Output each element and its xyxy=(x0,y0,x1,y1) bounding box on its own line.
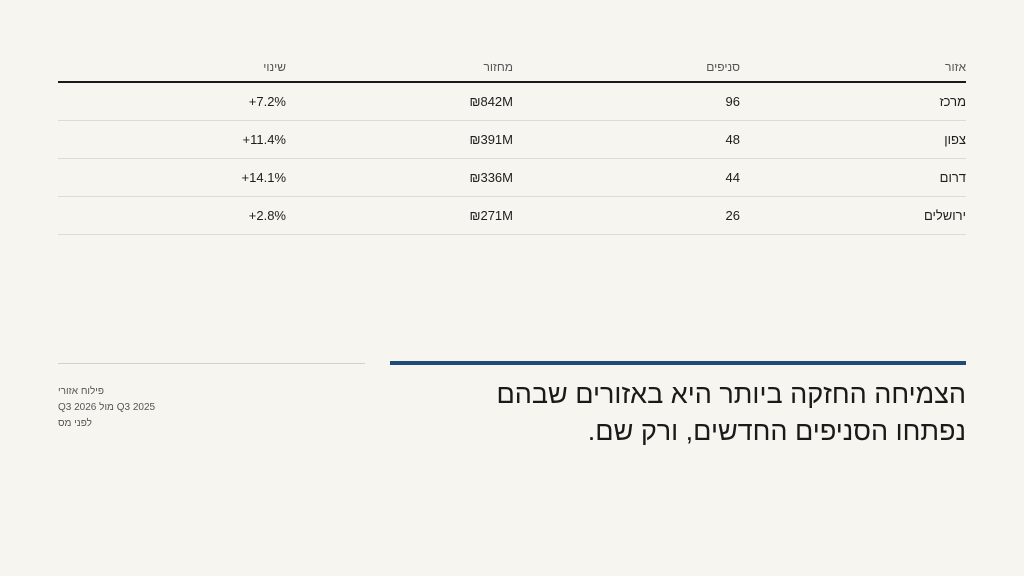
cell-revenue: ₪842M xyxy=(286,82,513,121)
branches-value: 48 xyxy=(725,132,740,147)
header-row: אזור סניפים מחזור שינוי xyxy=(58,52,966,83)
cell-branches: 26 xyxy=(513,196,740,235)
cell-change: +2.8% xyxy=(58,196,286,235)
revenue-value: ₪336M xyxy=(469,170,513,185)
footnote: פילוח אזורי Q3 2025 מול Q3 2026 לפני מס xyxy=(58,384,258,432)
cell-change: +11.4% xyxy=(58,120,287,159)
cell-region: ירושלים xyxy=(740,196,966,235)
change-value: +14.1% xyxy=(241,170,286,185)
cell-region: דרום xyxy=(740,158,966,197)
cell-branches: 96 xyxy=(513,82,740,121)
regional-table: אזור סניפים מחזור שינוי מרכז 96 ₪842M +7… xyxy=(58,52,966,235)
cell-change: +14.1% xyxy=(58,158,286,197)
cell-region: מרכז xyxy=(740,82,966,121)
cell-change: +7.2% xyxy=(58,82,286,121)
header-revenue: מחזור xyxy=(286,52,513,83)
table-body: מרכז 96 ₪842M +7.2% צפון 48 ₪391M +11.4%… xyxy=(58,82,966,235)
table-header: אזור סניפים מחזור שינוי xyxy=(58,52,966,83)
header-change: שינוי xyxy=(58,52,286,83)
revenue-value: ₪271M xyxy=(469,208,513,223)
table-row: דרום 44 ₪336M +14.1% xyxy=(58,158,966,197)
cell-branches: 48 xyxy=(513,120,740,159)
branches-value: 26 xyxy=(725,208,740,223)
change-value: +2.8% xyxy=(248,208,286,223)
headline-line: נפתחו הסניפים החדשים, ורק שם. xyxy=(587,416,966,446)
cell-region: צפון xyxy=(740,120,966,159)
change-value: +7.2% xyxy=(248,94,286,109)
revenue-value: ₪391M xyxy=(469,132,513,147)
footnote-line: פילוח אזורי xyxy=(58,386,105,397)
headline-line: הצמיחה החזקה ביותר היא באזורים שבהם xyxy=(496,379,966,409)
cell-revenue: ₪336M xyxy=(286,158,513,197)
table-row: ירושלים 26 ₪271M +2.8% xyxy=(58,196,966,235)
footnote-line: Q3 2025 מול Q3 2026 xyxy=(58,402,156,413)
table-row: מרכז 96 ₪842M +7.2% xyxy=(58,82,966,121)
branches-value: 96 xyxy=(725,94,740,109)
cell-branches: 44 xyxy=(513,158,740,197)
footnote-line: לפני מס xyxy=(58,418,92,429)
cell-revenue: ₪391M xyxy=(286,120,513,159)
change-value: +11.4% xyxy=(242,132,287,147)
branches-value: 44 xyxy=(725,170,740,185)
table-row: צפון 48 ₪391M +11.4% xyxy=(58,120,966,159)
accent-divider xyxy=(390,361,966,365)
footnote-divider xyxy=(58,363,365,364)
cell-revenue: ₪271M xyxy=(286,196,513,235)
header-region: אזור xyxy=(740,52,966,83)
revenue-value: ₪842M xyxy=(469,94,513,109)
header-branches: סניפים xyxy=(513,52,740,83)
headline: הצמיחה החזקה ביותר היא באזורים שבהם נפתח… xyxy=(406,376,966,450)
